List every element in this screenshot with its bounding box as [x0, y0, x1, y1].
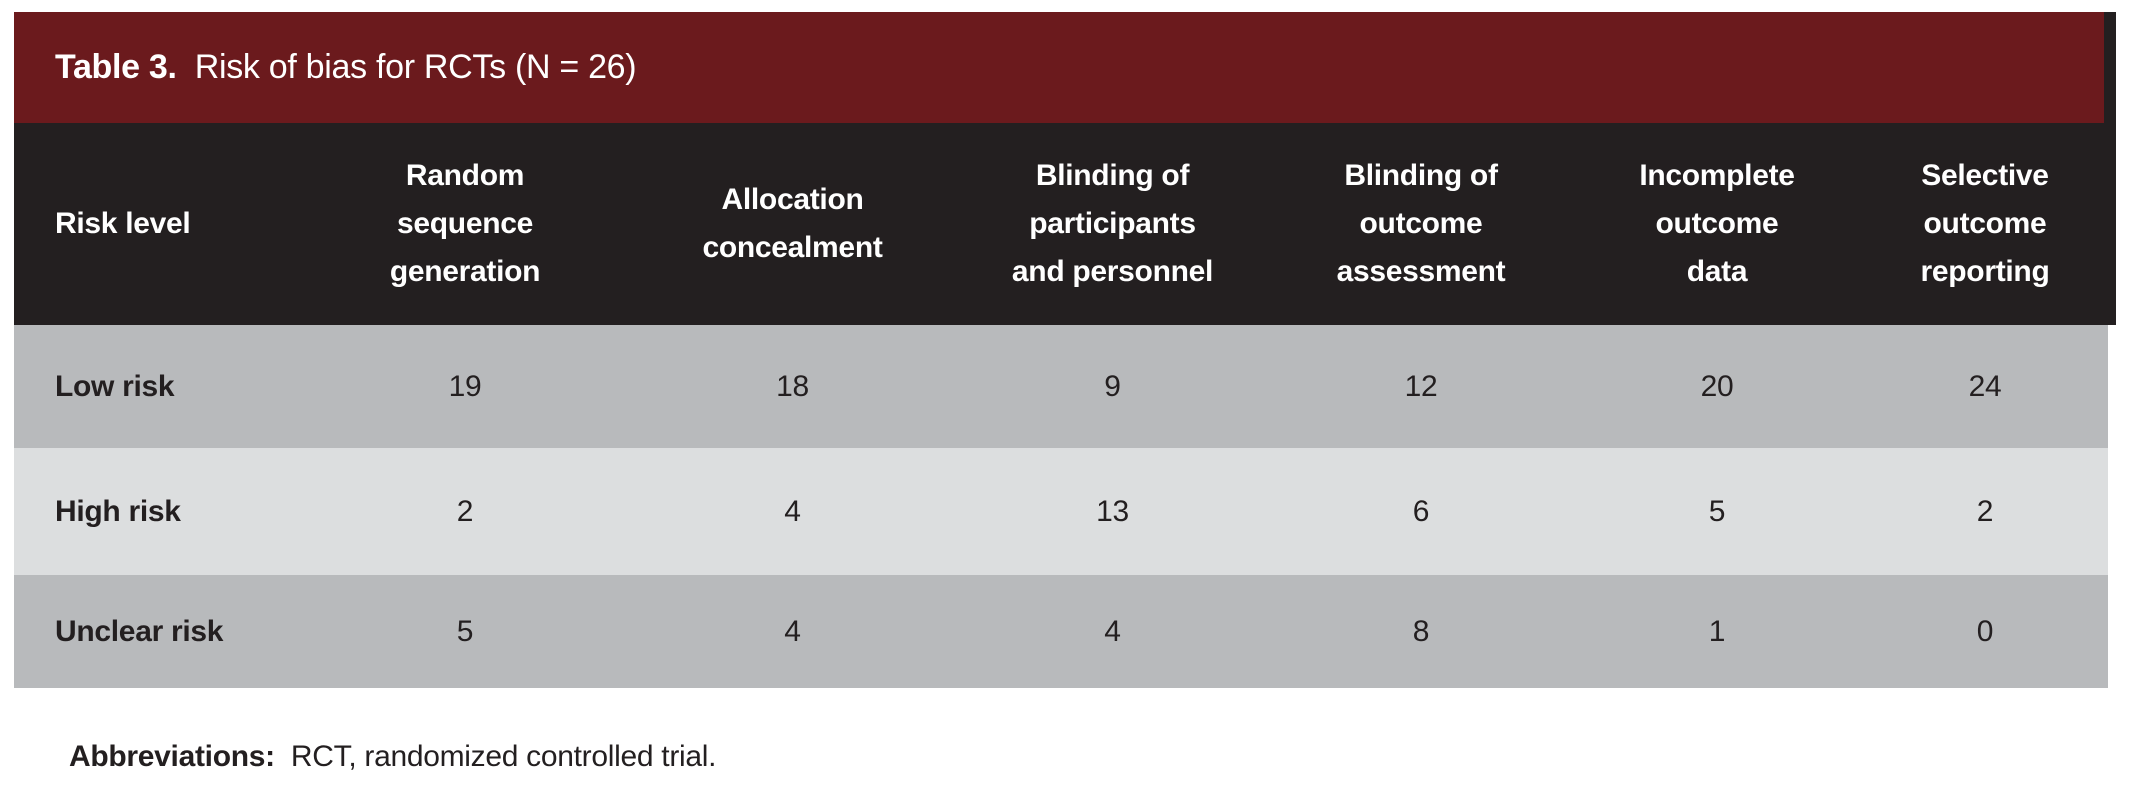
cell-value: 12 [1404, 369, 1438, 403]
header-row: Risk level Random sequence generation Al… [14, 123, 2108, 325]
risk-of-bias-table: Risk level Random sequence generation Al… [14, 123, 2108, 688]
table-row-low-risk: Low risk 19 18 9 12 20 24 [14, 325, 2108, 448]
cell-value: 20 [1700, 369, 1734, 403]
row-label-high-risk: High risk [55, 494, 181, 528]
table-number-label: Table 3. [55, 48, 177, 86]
cell-value: 5 [1708, 494, 1726, 528]
row-label-unclear-risk: Unclear risk [55, 614, 224, 648]
table-title-bar: Table 3. Risk of bias for RCTs (N = 26) [14, 12, 2116, 123]
table-title-text: Risk of bias for RCTs (N = 26) [194, 48, 637, 86]
column-header-selective-outcome-reporting: Selective outcome reporting [1862, 123, 2108, 325]
cell-value: 4 [784, 614, 801, 648]
cell-value: 5 [456, 614, 474, 648]
cell-value: 9 [1104, 369, 1121, 403]
header-right-edge-strip [2104, 123, 2116, 325]
column-header-blinding-participants-personnel: Blinding of participants and personnel [955, 123, 1270, 325]
table-footnote: Abbreviations: RCT, randomized controlle… [69, 740, 2108, 774]
cell-value: 13 [1096, 494, 1129, 528]
cell-value: 2 [456, 494, 474, 528]
cell-value: 4 [1104, 614, 1121, 648]
column-header-allocation-concealment: Allocation concealment [630, 123, 955, 325]
cell-value: 6 [1412, 494, 1430, 528]
footnote-abbreviations-label: Abbreviations: [69, 740, 275, 773]
cell-value: 19 [448, 369, 482, 403]
cell-value: 2 [1976, 494, 1994, 528]
row-label-low-risk: Low risk [55, 369, 175, 403]
cell-value: 24 [1968, 369, 2002, 403]
cell-value: 18 [776, 369, 809, 403]
cell-value: 8 [1412, 614, 1430, 648]
cell-value: 0 [1976, 614, 1994, 648]
column-header-random-sequence-generation: Random sequence generation [300, 123, 630, 325]
cell-value: 4 [784, 494, 801, 528]
column-header-risk-level: Risk level [14, 123, 300, 325]
cell-value: 1 [1708, 614, 1726, 648]
table-row-unclear-risk: Unclear risk 5 4 4 8 1 0 [14, 575, 2108, 688]
table-row-high-risk: High risk 2 4 13 6 5 2 [14, 448, 2108, 575]
column-header-blinding-outcome-assessment: Blinding of outcome assessment [1270, 123, 1572, 325]
footnote-text: RCT, randomized controlled trial. [290, 740, 717, 773]
column-header-incomplete-outcome-data: Incomplete outcome data [1572, 123, 1862, 325]
table-3-figure: Table 3. Risk of bias for RCTs (N = 26) … [14, 12, 2116, 774]
